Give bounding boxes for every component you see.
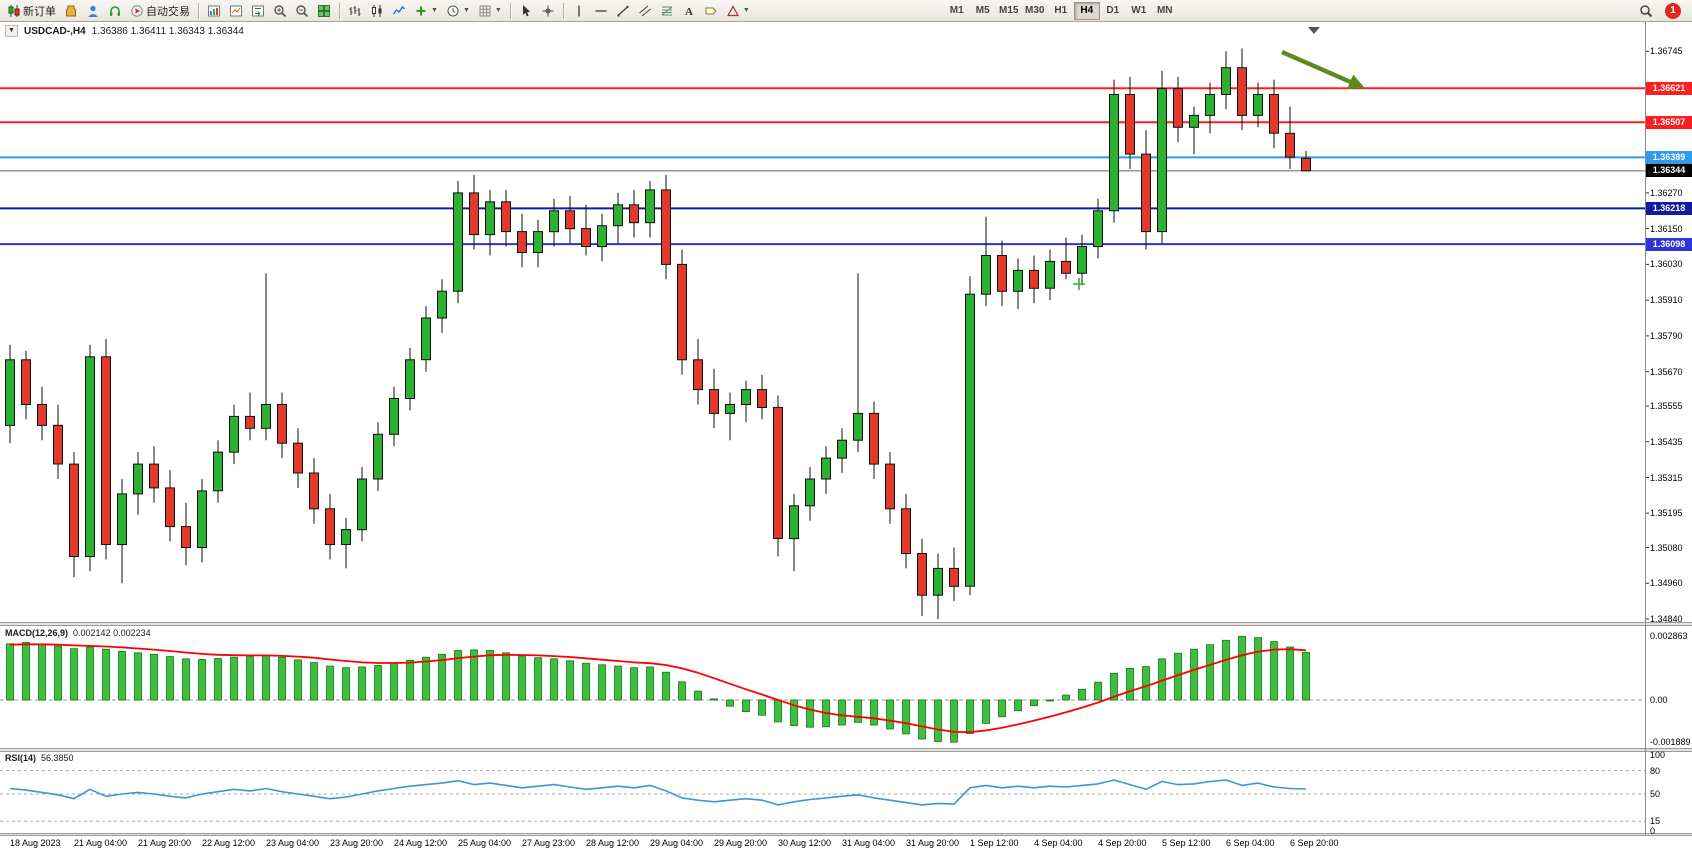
macd-name-label: MACD(12,26,9) [5, 628, 69, 638]
textA-icon: A [685, 6, 693, 18]
toolbar-separator [339, 2, 340, 19]
templates-button[interactable]: ▼ [474, 1, 506, 21]
search-icon [1640, 4, 1653, 17]
toolbar-separator [198, 2, 199, 19]
plus-marker[interactable] [1073, 278, 1085, 290]
chart-menu-button[interactable]: ▼ [5, 25, 18, 37]
market-watch-button[interactable] [203, 1, 225, 21]
new-order-button[interactable]: 新订单 [3, 1, 60, 21]
vline-icon [578, 5, 580, 16]
plus-icon [416, 6, 426, 15]
bars-icon [349, 5, 361, 16]
chart-return-icon [252, 5, 264, 16]
channel-tool-button[interactable] [634, 1, 656, 21]
notification-badge[interactable]: 1 [1665, 2, 1681, 19]
toolbar: 新订单 自动交易 ▼ ▼ ▼ A ▼ M1 M5 M15 M30 H1 H4 D1 W1 MN 1 [0, 0, 1692, 22]
ohlc-values: 1.36386 1.36411 1.36343 1.36344 [91, 25, 244, 37]
line-icon [392, 5, 405, 14]
tiles-icon [318, 4, 330, 17]
price-axis-divider[interactable] [1645, 22, 1646, 836]
timeframe-m15-button[interactable]: M15 [996, 2, 1022, 20]
toolbar-separator [562, 2, 564, 19]
pane-separator[interactable] [0, 622, 1692, 626]
candles-layer [5, 48, 1311, 619]
metaquotes-app-button[interactable] [60, 1, 82, 21]
periods-button[interactable]: ▼ [442, 1, 474, 21]
zoom-out-button[interactable] [291, 1, 313, 21]
annotation-arrow[interactable] [1281, 49, 1365, 90]
timeframe-mn-button[interactable]: MN [1152, 2, 1178, 20]
timeframe-bar: M1 M5 M15 M30 H1 H4 D1 W1 MN [944, 1, 1178, 20]
data-window-button[interactable] [225, 1, 247, 21]
chart-cross-icon [230, 5, 242, 16]
fibo-icon [661, 6, 673, 15]
channel-icon [638, 5, 651, 16]
add-indicator-button[interactable]: ▼ [410, 1, 442, 21]
profile-button[interactable] [82, 1, 104, 21]
rsi-layer [0, 770, 1645, 822]
vertical-line-tool-button[interactable] [568, 1, 590, 21]
person-icon [88, 5, 98, 17]
timeframe-m5-button[interactable]: M5 [970, 2, 996, 20]
search-button[interactable] [1635, 1, 1657, 21]
hline-icon [595, 9, 607, 12]
macd-values-label: 0.002142 0.002234 [73, 628, 151, 638]
crosshair-tool-button[interactable] [537, 1, 559, 21]
new-order-icon [8, 4, 20, 17]
zoom-out-icon [296, 4, 309, 17]
macd-title-row: MACD(12,26,9) 0.002142 0.002234 [5, 628, 151, 638]
autotrade-button[interactable]: 自动交易 [126, 1, 194, 21]
bar-chart-mode-button[interactable] [344, 1, 366, 21]
pane-separator [0, 833, 1692, 836]
grid-icon [479, 5, 491, 16]
trendline-tool-button[interactable] [612, 1, 634, 21]
chart-window-icon [208, 5, 220, 16]
rsi-title-row: RSI(14) 56.3850 [5, 753, 74, 763]
clock-icon [447, 5, 459, 16]
line-chart-mode-button[interactable] [388, 1, 410, 21]
fibonacci-tool-button[interactable] [656, 1, 678, 21]
candle-chart-mode-button[interactable] [366, 1, 388, 21]
timeframe-w1-button[interactable]: W1 [1126, 2, 1152, 20]
timeframe-h1-button[interactable]: H1 [1048, 2, 1074, 20]
zoom-in-button[interactable] [269, 1, 291, 21]
timeframe-d1-button[interactable]: D1 [1100, 2, 1126, 20]
toolbar-right: 1 [1635, 1, 1681, 21]
cursor-icon [522, 4, 530, 16]
shapes-tool-button[interactable]: ▼ [722, 1, 754, 21]
label-tool-button[interactable] [700, 1, 722, 21]
text-tool-button[interactable]: A [678, 1, 700, 21]
timeframe-h4-button[interactable]: H4 [1073, 1, 1100, 20]
horizontal-line-tool-button[interactable] [590, 1, 612, 21]
svg-text:A: A [685, 6, 693, 18]
crosshair-icon [542, 5, 554, 16]
shapes-icon [726, 4, 739, 16]
tile-windows-button[interactable] [313, 1, 335, 21]
toolbar-separator [509, 2, 511, 19]
timeframe-m1-button[interactable]: M1 [944, 2, 970, 20]
candles-icon [372, 4, 382, 17]
zoom-in-icon [274, 4, 287, 17]
time-axis[interactable] [0, 836, 1692, 852]
cursor-tool-button[interactable] [515, 1, 537, 21]
toolbar-items: 新订单 自动交易 ▼ ▼ ▼ A ▼ [3, 1, 754, 21]
jar-icon [66, 5, 76, 16]
rsi-value-label: 56.3850 [41, 753, 74, 763]
trendline-icon [617, 5, 629, 17]
hlines-layer[interactable] [0, 87, 1645, 246]
pane-separator[interactable] [0, 748, 1692, 752]
chart-shift-marker[interactable] [1308, 27, 1320, 34]
chart-title-row: ▼ USDCAD-,H4 1.36386 1.36411 1.36343 1.3… [5, 25, 244, 37]
macd-layer [0, 635, 1645, 743]
navigator-button[interactable] [247, 1, 269, 21]
market-news-button[interactable] [104, 1, 126, 21]
symbol-period-label: USDCAD-,H4 [24, 25, 86, 37]
headset-icon [110, 5, 120, 16]
rsi-name-label: RSI(14) [5, 753, 37, 763]
label-icon [705, 7, 717, 14]
autotrade-icon [131, 4, 143, 17]
timeframe-m30-button[interactable]: M30 [1022, 2, 1048, 20]
